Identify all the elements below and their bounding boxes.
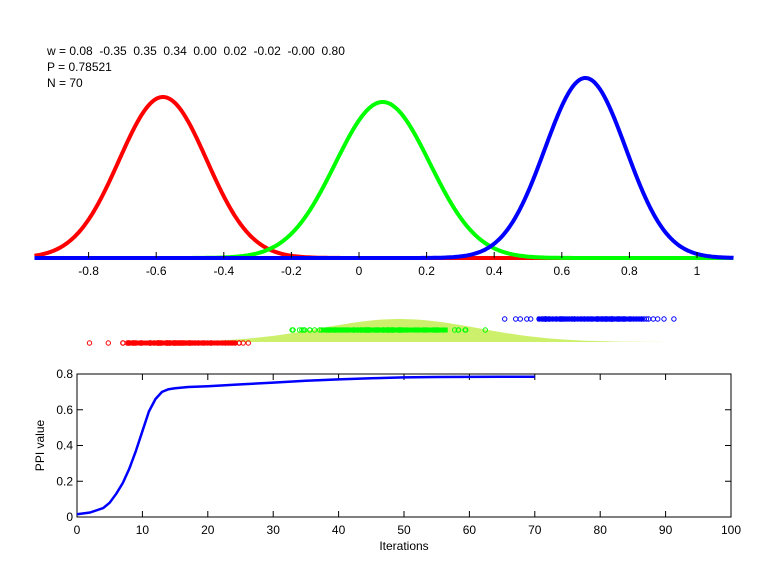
ppi-curve xyxy=(76,375,535,516)
sample-point xyxy=(290,327,296,333)
y-tick-label: 0.2 xyxy=(56,474,73,488)
gaussian-curve-component-3 xyxy=(33,76,735,260)
sample-count-annotation: N = 70 xyxy=(47,76,83,90)
x-tick-label: 0.8 xyxy=(621,264,638,278)
sample-point xyxy=(517,316,523,322)
y-tick-label: 0.8 xyxy=(56,367,73,381)
sample-point xyxy=(455,327,462,333)
gaussian-mixture-plot: -0.8 -0.6 -0.4 -0.2 0 0.2 0.4 0.6 0.8 1 xyxy=(33,76,735,278)
sample-point xyxy=(245,340,252,346)
y-axis-label: PPI value xyxy=(33,419,47,471)
sample-point xyxy=(236,340,242,346)
dense-sample-core xyxy=(126,340,237,346)
sample-point xyxy=(86,340,93,346)
y-tick-label: 0.6 xyxy=(56,403,73,417)
x-tick-label: 40 xyxy=(332,523,346,537)
sample-point xyxy=(661,316,667,322)
weights-annotation: w = 0.08 -0.35 0.35 0.34 0.00 0.02 -0.02… xyxy=(47,44,345,58)
x-tick-label: 0 xyxy=(356,264,363,278)
x-tick-label: 0 xyxy=(74,523,81,537)
sample-point xyxy=(513,316,519,322)
dense-sample-core xyxy=(537,316,644,322)
probability-annotation: P = 0.78521 xyxy=(47,60,112,74)
sample-point xyxy=(655,316,661,322)
sample-point xyxy=(302,327,308,333)
gaussian-curve-component-2 xyxy=(33,100,735,260)
x-tick-label: 100 xyxy=(721,523,741,537)
x-tick-label: -0.8 xyxy=(78,264,99,278)
x-tick-label: 0.2 xyxy=(418,264,435,278)
x-tick-label: 70 xyxy=(528,523,542,537)
x-tick-label: 80 xyxy=(594,523,608,537)
sample-point xyxy=(650,316,656,322)
x-tick-label: -0.4 xyxy=(213,264,234,278)
sample-point xyxy=(311,327,318,333)
sample-scatter-plot xyxy=(86,316,677,346)
dense-sample-core xyxy=(320,327,448,333)
sample-point xyxy=(299,327,305,333)
y-tick-label: 0.4 xyxy=(56,439,73,453)
x-tick-label: 30 xyxy=(267,523,281,537)
x-tick-label: 10 xyxy=(136,523,150,537)
sample-point xyxy=(307,327,313,333)
x-tick-label: -0.2 xyxy=(281,264,302,278)
x-tick-label: -0.6 xyxy=(146,264,167,278)
sample-point xyxy=(105,340,112,346)
sample-point xyxy=(296,327,303,333)
sample-point xyxy=(502,316,508,322)
plot-area xyxy=(76,373,732,518)
x-tick-label: 1 xyxy=(694,264,701,278)
x-axis-label: Iterations xyxy=(379,539,428,553)
y-tick-label: 0 xyxy=(66,510,73,524)
gaussian-curve-component-1 xyxy=(33,95,735,260)
x-tick-label: 60 xyxy=(463,523,477,537)
x-tick-label: 20 xyxy=(201,523,215,537)
x-tick-label: 0.4 xyxy=(486,264,503,278)
x-tick-label: 50 xyxy=(397,523,411,537)
ppi-iterations-plot: 0 10 20 30 40 50 60 70 80 90 100 0 0.2 0.4 0.6 0.8 Itera… xyxy=(33,367,741,553)
sample-point xyxy=(671,316,677,322)
x-tick-label: 90 xyxy=(659,523,673,537)
sample-point xyxy=(462,327,468,333)
x-tick-label: 0.6 xyxy=(553,264,570,278)
sample-point xyxy=(528,316,534,322)
sample-point xyxy=(482,327,488,333)
